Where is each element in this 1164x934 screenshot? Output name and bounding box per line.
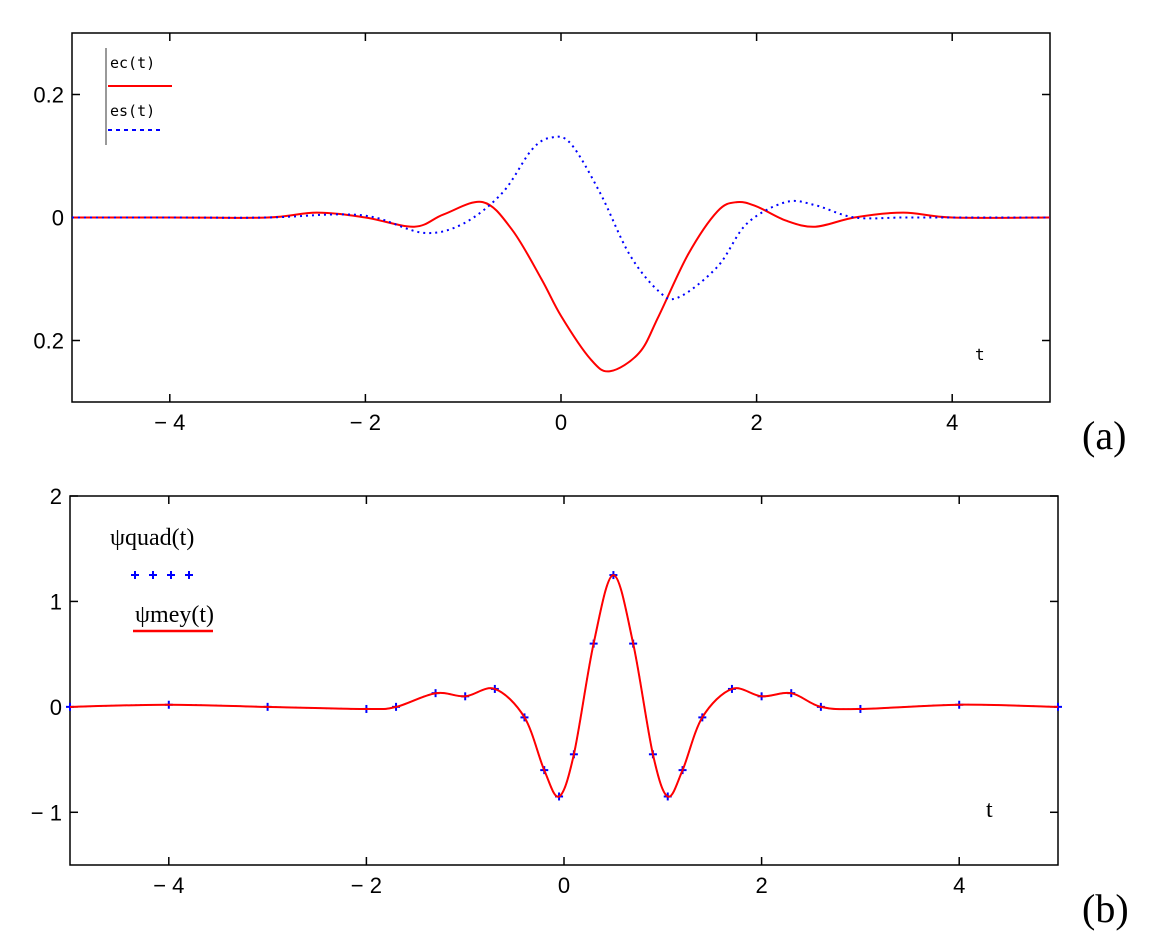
y-tick-label-b: 2 [50, 484, 62, 509]
y-tick-label-a: 0 [52, 206, 64, 231]
x-tick-label-b: 0 [558, 873, 570, 898]
y-tick-label-b: − 1 [31, 800, 62, 825]
x-tick-label-b: 4 [953, 873, 965, 898]
series-group-a [72, 135, 1051, 373]
panel-a: − 4 − 2 0 2 4 0.2 0 0.2 ec(t) es(t) t (a) [33, 32, 1126, 458]
x-tick-label-b: 2 [755, 873, 767, 898]
x-tick-label-a: 0 [555, 410, 567, 435]
y-tick-label-a: 0.2 [33, 329, 64, 354]
y-tick-label-a: 0.2 [33, 83, 64, 108]
x-axis-label-b: t [986, 797, 993, 823]
legend-swatch-psiquad [131, 571, 193, 579]
legend-b: ψquad(t) ψmey(t) [110, 525, 214, 633]
y-tick-label-b: 1 [50, 589, 62, 614]
legend-marker [131, 571, 139, 579]
series-line-b-1 [69, 574, 1059, 798]
x-tick-label-a: − 2 [350, 410, 381, 435]
legend-a: ec(t) es(t) [105, 48, 172, 145]
legend-marker [149, 571, 157, 579]
x-ticks-a: − 4 − 2 0 2 4 0.2 0 0.2 [33, 33, 1050, 435]
y-tick-label-b: 0 [50, 695, 62, 720]
legend-label-es: es(t) [110, 102, 155, 120]
series-group-b [66, 571, 1062, 801]
x-ticks-b: − 4 − 2 0 2 4 2 1 0 − 1 [31, 484, 1058, 898]
panel-label-b: (b) [1082, 886, 1129, 931]
legend-label-ec: ec(t) [110, 54, 155, 72]
panel-b: − 4 − 2 0 2 4 2 1 0 − 1 ψquad(t) ψmey(t) t (b) [31, 484, 1129, 931]
series-line-a-0 [72, 200, 1051, 373]
series-line-a-1 [72, 135, 1050, 301]
x-tick-label-a: 4 [946, 410, 958, 435]
legend-marker [167, 571, 175, 579]
x-tick-label-b: − 4 [153, 873, 184, 898]
x-tick-label-a: 2 [750, 410, 762, 435]
x-axis-label-a: t [975, 345, 985, 364]
legend-label-psiquad: ψquad(t) [110, 525, 194, 551]
legend-marker [185, 571, 193, 579]
panel-label-a: (a) [1082, 413, 1126, 458]
series-line-b-0 [69, 574, 1059, 798]
x-tick-label-a: − 4 [154, 410, 185, 435]
plot-frame-b [69, 495, 1059, 866]
legend-label-psimey: ψmey(t) [135, 602, 214, 628]
x-tick-label-b: − 2 [351, 873, 382, 898]
